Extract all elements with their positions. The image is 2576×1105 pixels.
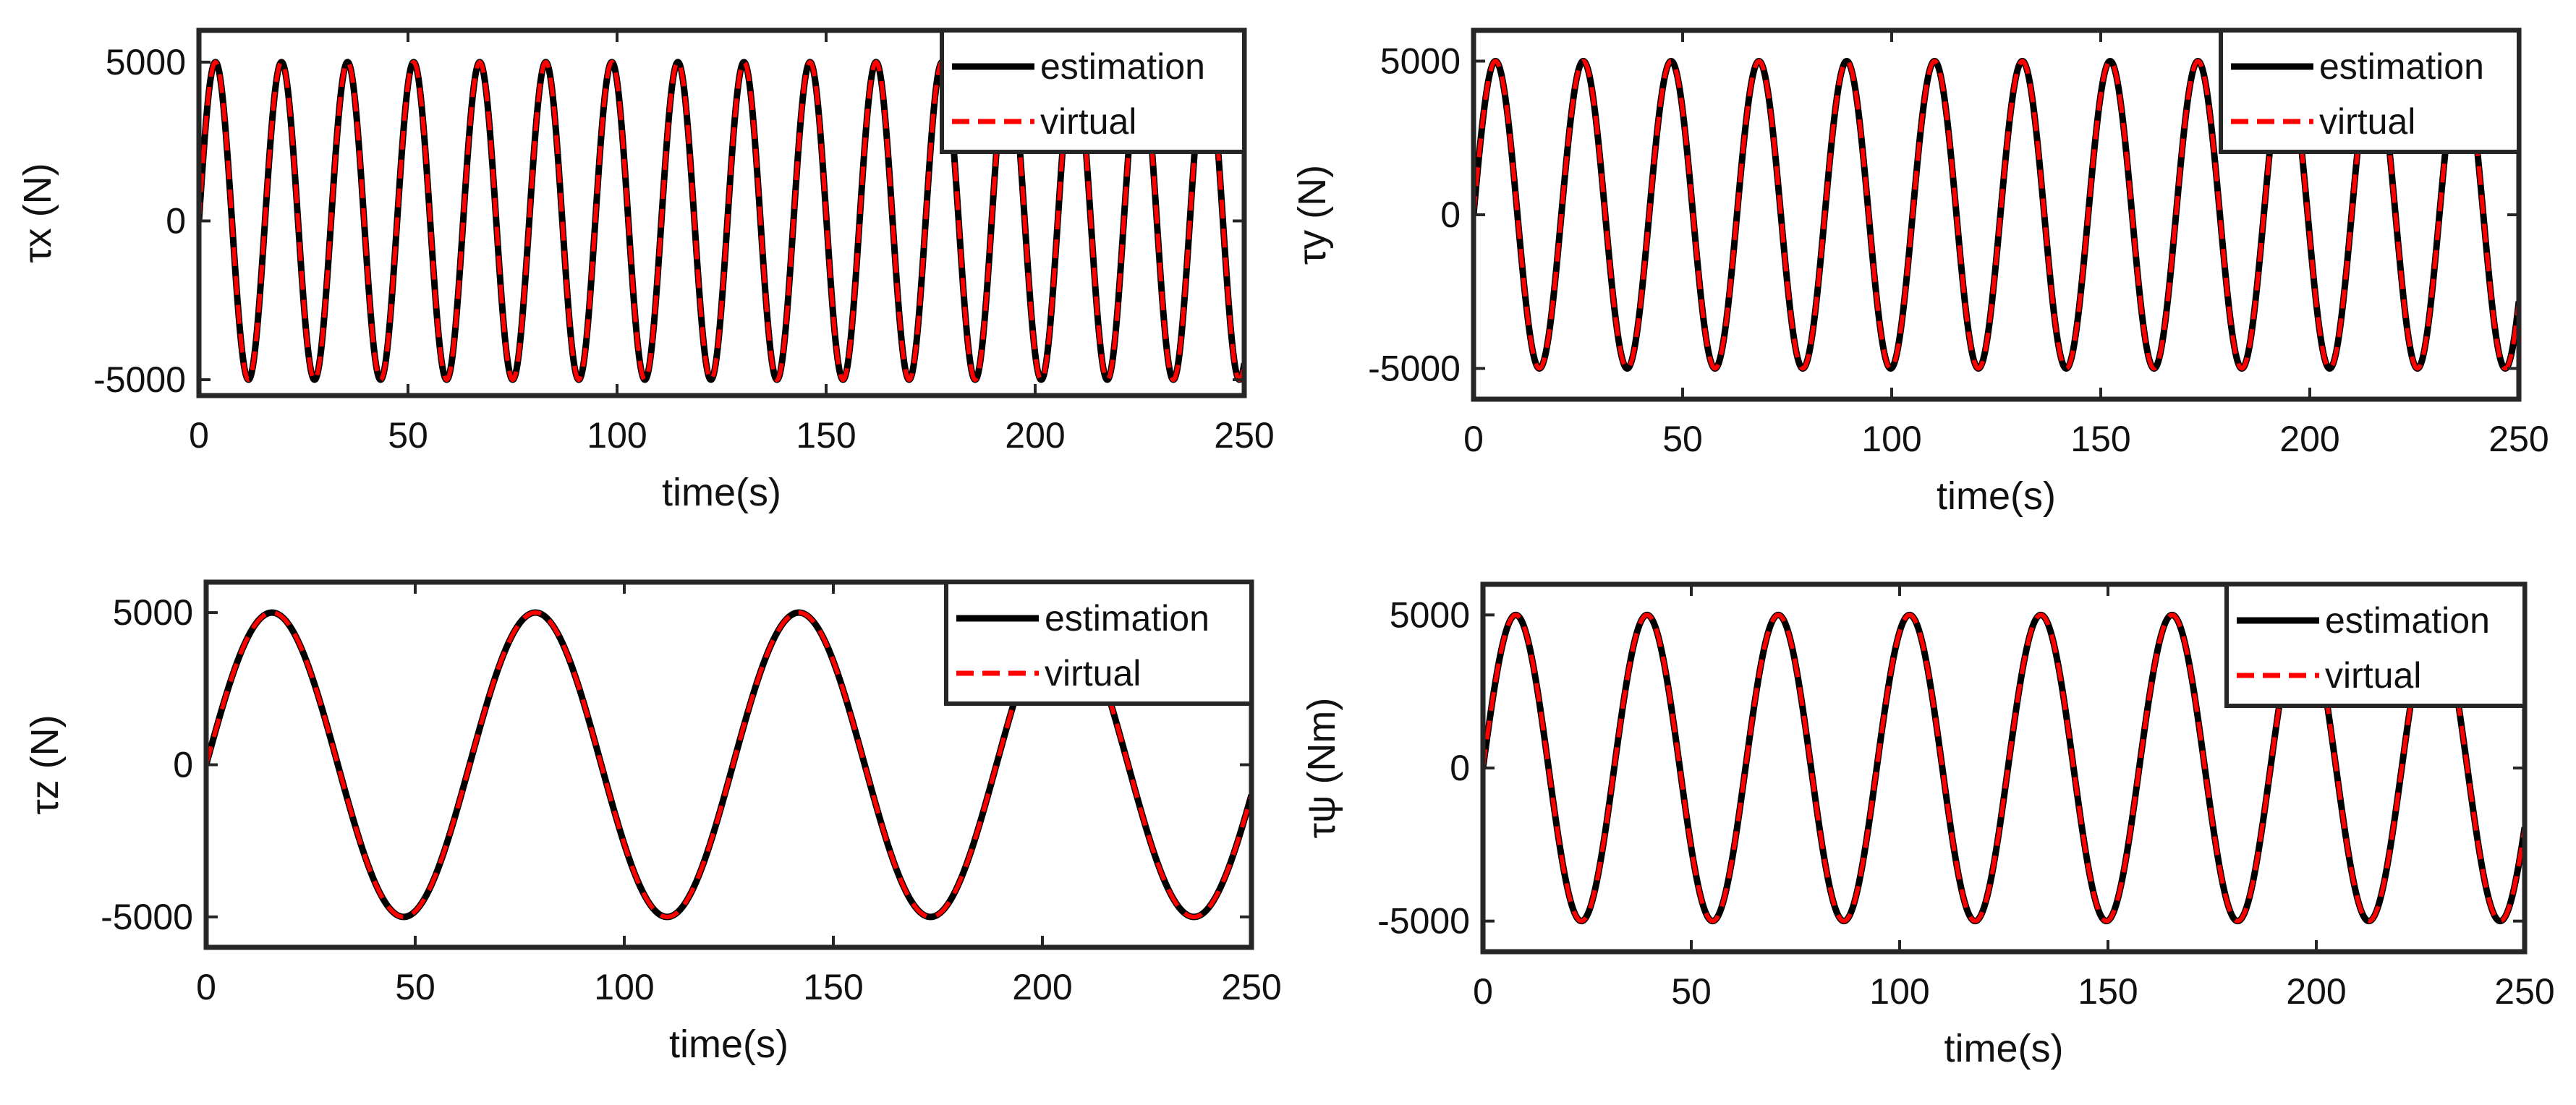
series-virtual bbox=[1474, 59, 2519, 371]
x-tick-label: 0 bbox=[1463, 419, 1484, 459]
y-axis-label: τx (N) bbox=[16, 163, 59, 263]
y-tick-label: 5000 bbox=[1390, 594, 1470, 635]
x-tick-label: 200 bbox=[1012, 967, 1072, 1007]
y-tick-label: 0 bbox=[1440, 195, 1461, 235]
legend-box bbox=[944, 580, 1254, 706]
legend-label-estimation: estimation bbox=[2325, 600, 2490, 641]
legend-label-virtual: virtual bbox=[2325, 655, 2421, 696]
legend-box bbox=[2219, 28, 2521, 154]
y-axis-label: τψ (Nm) bbox=[1300, 698, 1343, 839]
legend: estimation virtual bbox=[944, 580, 1254, 706]
legend-label-estimation: estimation bbox=[1040, 46, 1205, 87]
x-axis-label: time(s) bbox=[669, 1023, 788, 1066]
series-virtual bbox=[1483, 613, 2525, 923]
y-tick-label: -5000 bbox=[1368, 349, 1461, 389]
x-tick-label: 250 bbox=[2488, 419, 2549, 459]
y-tick-label: 0 bbox=[1450, 748, 1470, 788]
y-tick-label: 0 bbox=[173, 745, 193, 785]
y-tick-label: -5000 bbox=[93, 359, 186, 400]
legend: estimation virtual bbox=[940, 28, 1246, 154]
y-tick-label: 5000 bbox=[113, 592, 193, 633]
x-tick-label: 50 bbox=[1662, 419, 1703, 459]
axes-box bbox=[196, 27, 1247, 398]
legend-box bbox=[2224, 582, 2527, 708]
legend-label-estimation: estimation bbox=[2319, 46, 2484, 87]
y-tick-label: 5000 bbox=[1380, 41, 1461, 82]
x-tick-label: 0 bbox=[189, 415, 209, 456]
y-tick-label: -5000 bbox=[1377, 901, 1470, 942]
x-tick-label: 0 bbox=[1473, 971, 1493, 1012]
x-axis-label: time(s) bbox=[1937, 474, 2056, 518]
x-tick-label: 100 bbox=[594, 967, 654, 1007]
legend-label-virtual: virtual bbox=[2319, 101, 2415, 142]
x-tick-label: 200 bbox=[1005, 415, 1065, 456]
legend-box bbox=[940, 28, 1246, 154]
y-tick-label: 0 bbox=[166, 200, 186, 241]
x-tick-label: 250 bbox=[1214, 415, 1274, 456]
legend-label-virtual: virtual bbox=[1045, 653, 1141, 694]
x-tick-label: 250 bbox=[2494, 971, 2554, 1012]
x-tick-label: 0 bbox=[196, 967, 216, 1007]
x-tick-label: 200 bbox=[2286, 971, 2346, 1012]
x-tick-label: 50 bbox=[1671, 971, 1712, 1012]
x-tick-label: 150 bbox=[796, 415, 856, 456]
x-tick-label: 200 bbox=[2279, 419, 2339, 459]
x-tick-label: 250 bbox=[1221, 967, 1281, 1007]
x-tick-label: 50 bbox=[395, 967, 435, 1007]
legend: estimation virtual bbox=[2219, 28, 2521, 154]
x-axis-label: time(s) bbox=[1944, 1027, 2064, 1070]
x-tick-label: 100 bbox=[587, 415, 647, 456]
y-axis-label: τz (N) bbox=[23, 714, 67, 814]
x-tick-label: 100 bbox=[1869, 971, 1929, 1012]
legend-label-estimation: estimation bbox=[1045, 598, 1210, 639]
legend: estimation virtual bbox=[2224, 582, 2527, 708]
x-tick-label: 150 bbox=[2078, 971, 2138, 1012]
y-axis-label: τy (N) bbox=[1291, 165, 1334, 265]
x-axis-label: time(s) bbox=[662, 471, 781, 514]
x-tick-label: 150 bbox=[2070, 419, 2130, 459]
x-tick-label: 50 bbox=[388, 415, 428, 456]
x-tick-label: 150 bbox=[803, 967, 863, 1007]
y-tick-label: -5000 bbox=[101, 897, 193, 937]
y-tick-label: 5000 bbox=[106, 42, 186, 82]
x-tick-label: 100 bbox=[1861, 419, 1921, 459]
legend-label-virtual: virtual bbox=[1040, 101, 1136, 142]
